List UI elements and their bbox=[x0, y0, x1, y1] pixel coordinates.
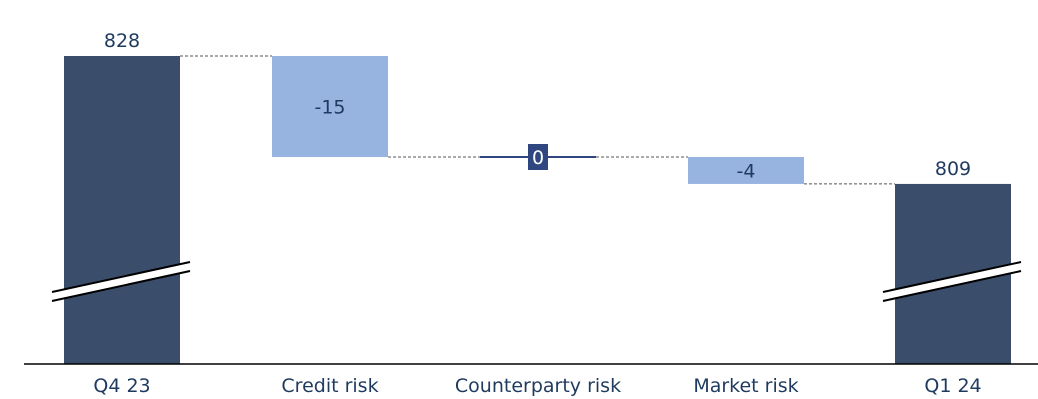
bar-delta-1 bbox=[272, 56, 388, 157]
category-label: Q1 24 bbox=[924, 375, 981, 397]
axis-break-line bbox=[51, 270, 191, 302]
data-label-delta: 0 bbox=[532, 147, 544, 169]
category-label: Credit risk bbox=[281, 375, 378, 397]
axis-break-gap bbox=[52, 262, 190, 301]
axis-break-line bbox=[882, 261, 1022, 293]
bar-delta-3 bbox=[688, 157, 804, 184]
category-label: Q4 23 bbox=[93, 375, 150, 397]
category-label: Market risk bbox=[693, 375, 798, 397]
data-label-total: 828 bbox=[104, 30, 140, 52]
zero-label-box bbox=[528, 144, 548, 170]
data-label-total: 809 bbox=[935, 158, 971, 180]
axis-break-gap bbox=[883, 262, 1021, 301]
axis-break-line bbox=[882, 270, 1022, 302]
category-label: Counterparty risk bbox=[455, 375, 621, 397]
data-label-delta: -15 bbox=[314, 97, 345, 119]
bar-total-0 bbox=[64, 56, 180, 364]
axis-break-line bbox=[51, 261, 191, 293]
data-label-delta: -4 bbox=[737, 160, 756, 182]
